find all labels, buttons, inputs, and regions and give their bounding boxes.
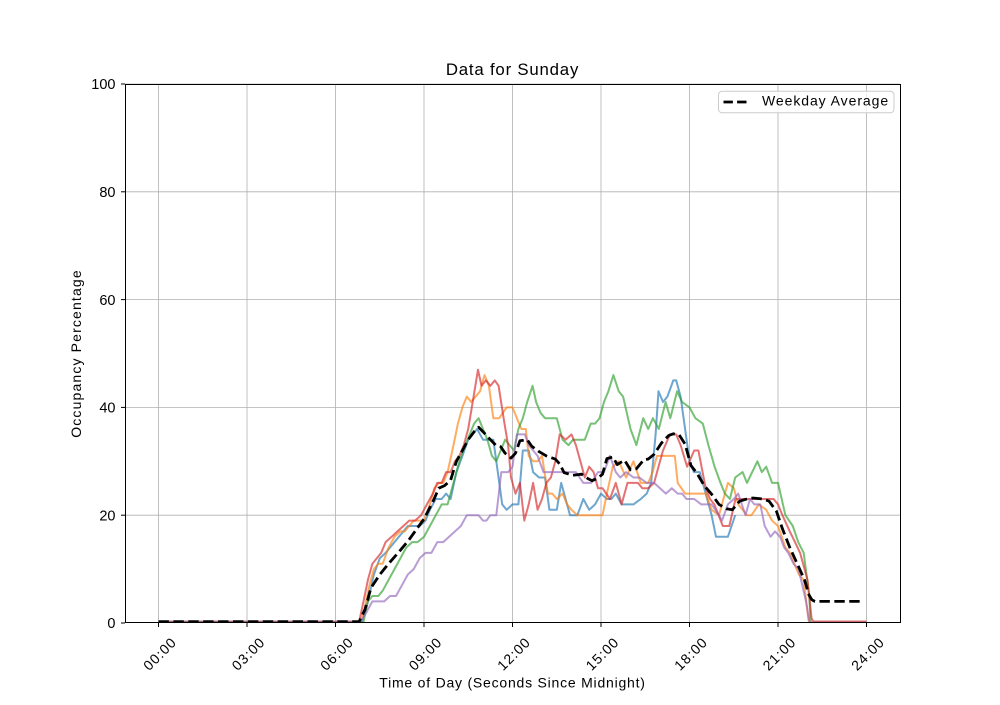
svg-text:20: 20 <box>99 508 115 524</box>
svg-text:Time of Day (Seconds Since Mid: Time of Day (Seconds Since Midnight) <box>379 675 645 691</box>
svg-text:Data for Sunday: Data for Sunday <box>446 60 579 79</box>
svg-text:0: 0 <box>107 616 115 632</box>
svg-text:Weekday Average: Weekday Average <box>762 93 889 109</box>
svg-text:Occupancy Percentage: Occupancy Percentage <box>68 269 84 438</box>
svg-text:40: 40 <box>99 401 115 417</box>
svg-text:80: 80 <box>99 185 115 201</box>
svg-text:100: 100 <box>91 77 115 93</box>
svg-text:60: 60 <box>99 293 115 309</box>
